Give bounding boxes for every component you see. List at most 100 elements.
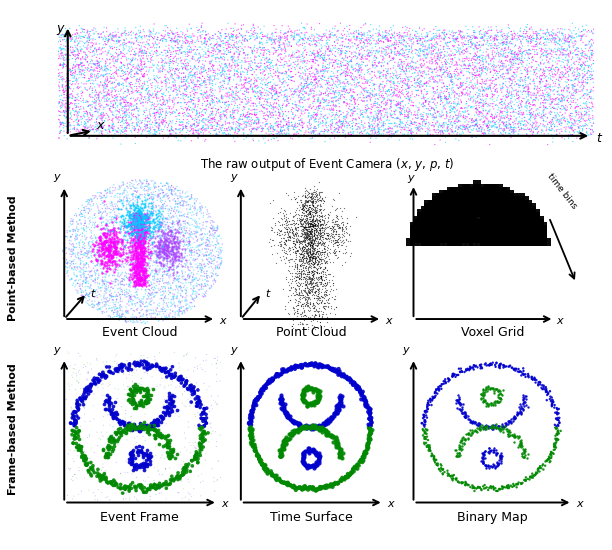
Point [108, 412, 118, 421]
Point [163, 410, 173, 419]
Point [54, 82, 64, 91]
Point [296, 312, 305, 321]
Point [481, 64, 491, 73]
Point [143, 295, 153, 304]
Point [104, 263, 114, 272]
Point [88, 276, 98, 285]
Point [316, 323, 326, 332]
Point [493, 108, 502, 117]
Point [355, 50, 365, 59]
Point [127, 365, 136, 374]
Point [170, 255, 180, 264]
Point [508, 56, 518, 64]
Point [345, 121, 354, 130]
Point [342, 85, 352, 94]
Point [330, 37, 340, 46]
Point [338, 90, 348, 99]
Point [137, 295, 147, 304]
Point [279, 206, 289, 214]
Point [142, 388, 152, 397]
Point [135, 211, 144, 220]
Point [133, 249, 143, 257]
Point [153, 51, 163, 60]
Point [94, 243, 104, 251]
Point [193, 263, 203, 272]
Point [216, 72, 226, 80]
Point [331, 77, 341, 86]
Point [132, 219, 141, 228]
Point [350, 40, 360, 48]
Point [347, 469, 357, 477]
Point [76, 272, 86, 280]
Point [261, 115, 271, 124]
Point [461, 412, 471, 421]
Point [296, 219, 306, 228]
Point [436, 121, 446, 130]
Point [146, 32, 156, 41]
Point [387, 56, 397, 65]
Point [329, 246, 339, 255]
Point [257, 46, 267, 54]
Point [337, 65, 346, 74]
Point [300, 295, 310, 304]
Point [155, 365, 165, 374]
Point [355, 46, 365, 55]
Point [125, 249, 135, 258]
Point [263, 30, 273, 38]
Point [541, 48, 551, 57]
Point [155, 105, 165, 114]
Point [301, 77, 311, 86]
Point [146, 256, 156, 265]
Point [156, 244, 166, 253]
Point [103, 236, 113, 245]
Point [84, 125, 94, 134]
Point [274, 120, 283, 129]
Point [305, 90, 315, 98]
Point [490, 388, 499, 397]
Point [298, 255, 308, 264]
Point [71, 127, 81, 136]
Point [144, 183, 154, 192]
Point [313, 219, 323, 228]
Point [545, 126, 555, 135]
Point [569, 43, 578, 52]
Point [328, 229, 338, 238]
Point [274, 372, 283, 381]
Point [356, 391, 366, 400]
Point [185, 467, 195, 476]
Point [302, 206, 312, 215]
Point [91, 289, 100, 298]
Point [281, 236, 291, 245]
Point [133, 201, 143, 210]
Point [577, 110, 587, 119]
Point [294, 237, 304, 246]
Point [306, 238, 316, 246]
Point [103, 241, 113, 250]
Point [165, 389, 174, 398]
Point [113, 419, 122, 427]
Point [314, 299, 324, 307]
Point [291, 121, 300, 130]
Point [133, 232, 143, 241]
Point [565, 26, 575, 35]
Point [181, 35, 191, 43]
Point [528, 222, 537, 230]
Point [289, 305, 299, 314]
Point [509, 123, 519, 131]
Point [165, 271, 175, 279]
Point [312, 208, 321, 217]
Point [314, 36, 324, 45]
Point [118, 419, 128, 428]
Point [299, 82, 309, 91]
Point [72, 54, 81, 63]
Point [534, 87, 544, 96]
Point [480, 422, 490, 431]
Point [323, 64, 333, 73]
Point [317, 72, 327, 80]
Point [78, 282, 88, 290]
Point [80, 217, 90, 226]
Point [141, 252, 151, 261]
Point [305, 41, 315, 50]
Point [461, 108, 471, 117]
Point [437, 465, 447, 474]
